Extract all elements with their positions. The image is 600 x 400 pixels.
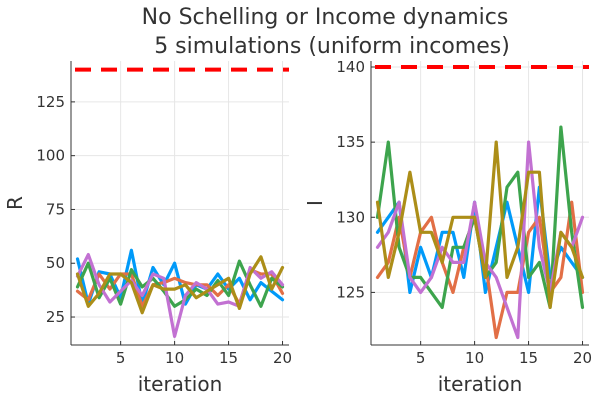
x-tick-label: 20 <box>573 349 592 367</box>
y-axis-label: I <box>303 200 327 206</box>
series-line-r-5 <box>75 255 285 315</box>
left-panel-r: 5 10 15 20 25 50 75 100 125 iteration R <box>3 61 292 396</box>
x-tick-label: 15 <box>519 349 538 367</box>
y-tick-label: 135 <box>336 133 365 151</box>
x-tick-label: 10 <box>165 349 184 367</box>
y-tick-label: 25 <box>46 308 65 326</box>
figure-title-line-1: No Schelling or Income dynamics <box>142 5 509 30</box>
y-axis-label: R <box>3 196 27 210</box>
y-tick-label: 75 <box>46 200 65 218</box>
y-tick-label: 100 <box>36 147 65 165</box>
y-tick-label: 140 <box>336 58 365 76</box>
x-tick-label: 5 <box>116 349 126 367</box>
x-tick-label: 15 <box>219 349 238 367</box>
y-tick-label: 130 <box>336 208 365 226</box>
series-line-r-1 <box>75 248 285 306</box>
x-tick-label: 10 <box>465 349 484 367</box>
x-axis-label: iteration <box>438 372 523 396</box>
x-tick-label: 20 <box>273 349 292 367</box>
x-axis-label: iteration <box>138 372 223 396</box>
y-tick-label: 125 <box>336 283 365 301</box>
x-tick-label: 5 <box>416 349 426 367</box>
y-tick-label: 50 <box>46 254 65 272</box>
series-line-r-4 <box>75 253 285 338</box>
series-line-i-5 <box>375 140 585 309</box>
figure-title-line-2: 5 simulations (uniform incomes) <box>154 34 510 59</box>
y-tick-label: 125 <box>36 93 65 111</box>
right-panel-i: 5 10 15 20 125 130 135 140 iteration I <box>303 58 592 396</box>
